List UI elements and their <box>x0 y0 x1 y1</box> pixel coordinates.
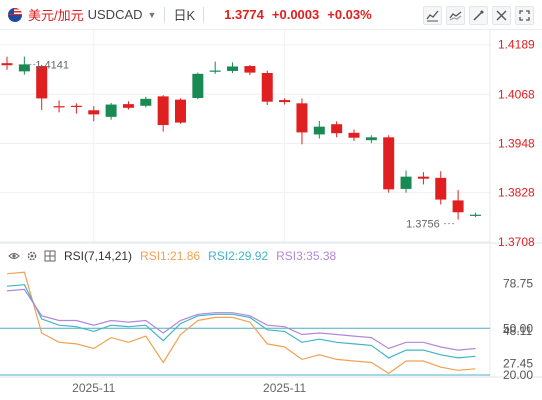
indicator-icon[interactable] <box>469 6 488 25</box>
chart-toolbar: 美元/加元 USDCAD ▼ 日K 1.3774 +0.0003 +0.03% <box>0 0 542 30</box>
toolbar-divider <box>203 6 205 23</box>
us-flag-icon <box>8 7 22 22</box>
grid-icon[interactable] <box>44 250 56 262</box>
rsi-series-line <box>6 288 476 351</box>
rsi-series-line <box>6 271 476 375</box>
candle-body <box>417 176 429 179</box>
candle-body <box>140 98 152 106</box>
low-price-label: 1.3756 <box>406 219 440 231</box>
price-tick-label: 1.4068 <box>498 87 535 101</box>
candle-body <box>244 66 256 73</box>
candle-body <box>1 63 13 66</box>
toolbar-buttons <box>423 6 534 25</box>
candle-body <box>70 105 82 107</box>
last-price: 1.3774 <box>224 7 264 22</box>
candle-body <box>435 177 447 200</box>
draw-icon[interactable] <box>492 6 511 25</box>
gear-icon[interactable] <box>26 250 38 262</box>
candle-body <box>192 73 204 98</box>
candle-body <box>88 110 100 115</box>
symbol-label[interactable]: USDCAD <box>87 7 143 22</box>
price-tick-label: 1.3708 <box>498 235 535 249</box>
candle-body <box>53 106 65 108</box>
candle-body <box>175 99 186 123</box>
rsi-tick-label: 20.00 <box>503 368 533 382</box>
time-axis-label: 2025-11 <box>263 381 306 395</box>
rsi2-value: RSI2:29.92 <box>208 249 269 263</box>
chevron-down-icon[interactable]: ▼ <box>147 9 157 20</box>
candle-body <box>383 137 395 190</box>
candle-body <box>261 73 273 102</box>
time-axis-label: 2025-11 <box>72 381 115 395</box>
rsi-tick-label: 48.11 <box>503 324 532 338</box>
rsi-legend: RSI(7,14,21) RSI1:21.86 RSI2:29.92 RSI3:… <box>8 247 336 265</box>
price-change-percent: +0.03% <box>327 7 372 22</box>
candle-body <box>296 103 308 133</box>
fullscreen-icon[interactable] <box>515 6 534 25</box>
rsi-indicator-name[interactable]: RSI(7,14,21) <box>64 249 133 263</box>
candle-body <box>227 66 239 71</box>
symbol-cn-label[interactable]: 美元/加元 <box>28 8 84 23</box>
candle-body <box>105 104 117 117</box>
compare-icon[interactable] <box>446 6 465 25</box>
rsi1-value: RSI1:21.86 <box>140 249 201 263</box>
price-change: +0.0003 <box>271 7 320 22</box>
line-chart-icon[interactable] <box>423 6 442 25</box>
candle-body <box>469 214 481 216</box>
candle-body <box>452 200 464 213</box>
rsi-tick-label: 50.00 <box>503 321 533 335</box>
eye-icon[interactable] <box>8 250 20 262</box>
candle-body <box>400 176 412 189</box>
candle-body <box>365 137 377 141</box>
price-tick-label: 1.3828 <box>498 186 535 200</box>
candle-body <box>36 66 48 99</box>
price-tick-label: 1.4189 <box>498 38 535 52</box>
rsi-tick-label: 78.75 <box>503 277 533 291</box>
candle-body <box>279 100 291 103</box>
price-tick-label: 1.3948 <box>498 136 535 150</box>
rsi3-value: RSI3:35.38 <box>276 249 337 263</box>
candle-body <box>209 70 221 72</box>
candle-body <box>122 104 134 108</box>
candle-body <box>331 124 343 134</box>
period-selector[interactable]: 日K <box>173 8 196 23</box>
candle-body <box>18 64 30 72</box>
high-price-label: 1.4141 <box>35 59 69 71</box>
rsi-tick-label: 27.45 <box>503 356 533 370</box>
candle-body <box>157 96 169 126</box>
toolbar-divider <box>164 6 166 23</box>
candle-body <box>313 126 325 135</box>
candle-body <box>348 132 360 138</box>
rsi-series-line <box>6 284 476 359</box>
